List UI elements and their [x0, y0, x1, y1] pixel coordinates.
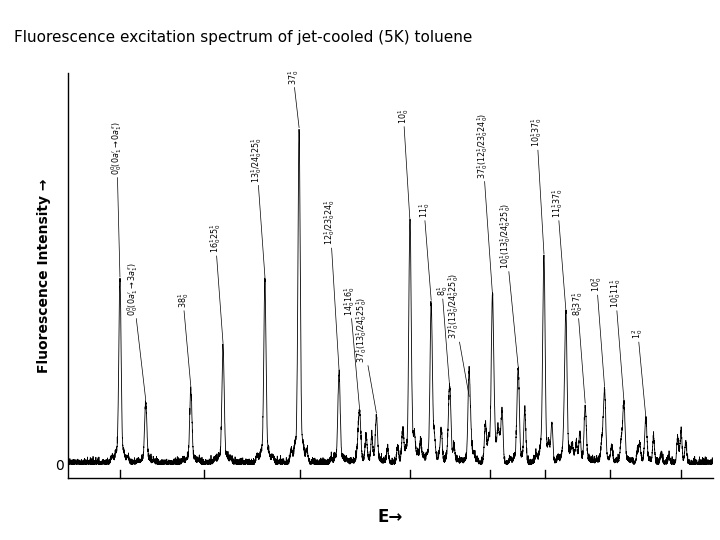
Text: $11_0^1$: $11_0^1$	[417, 202, 431, 300]
Text: $8_0^137_0^1$: $8_0^137_0^1$	[570, 292, 585, 403]
Text: $0_0^0(0a_1'\rightarrow 0a_1'')$: $0_0^0(0a_1'\rightarrow 0a_1'')$	[109, 121, 124, 277]
Text: $0_0^0(0a_1'\rightarrow 3a_1'')$: $0_0^0(0a_1'\rightarrow 3a_1'')$	[125, 262, 145, 400]
Text: $1_0^2$: $1_0^2$	[631, 329, 646, 416]
Text: $10_0^111_0^1$: $10_0^111_0^1$	[608, 279, 624, 400]
Text: $16_0^125_0^1$: $16_0^125_0^1$	[208, 224, 223, 343]
Text: E→: E→	[378, 508, 403, 526]
Text: $13_0^1/24_0^125_0^1$: $13_0^1/24_0^125_0^1$	[249, 137, 265, 277]
Text: $37_0^1(13_0^1/24_0^125_0^1)$: $37_0^1(13_0^1/24_0^125_0^1)$	[446, 273, 469, 396]
Text: $10_0^2$: $10_0^2$	[590, 277, 605, 387]
Text: $10_0^137_0^1$: $10_0^137_0^1$	[529, 118, 544, 254]
Text: $37_0^1$: $37_0^1$	[286, 69, 301, 127]
Text: $10_0^1$: $10_0^1$	[396, 109, 411, 221]
Text: $11_0^137_0^1$: $11_0^137_0^1$	[550, 188, 566, 310]
Text: WARWICK: WARWICK	[23, 498, 139, 518]
Text: $37_0^1(13_0^1/24_0^125_0^1)$: $37_0^1(13_0^1/24_0^125_0^1)$	[354, 296, 377, 413]
Y-axis label: Fluorescence Intensity →: Fluorescence Intensity →	[37, 178, 51, 373]
Text: $8_0^1$: $8_0^1$	[435, 286, 450, 390]
Text: $14_0^116_0^1$: $14_0^116_0^1$	[343, 286, 360, 410]
Text: $12_0^1/23_0^124_0^1$: $12_0^1/23_0^124_0^1$	[323, 199, 339, 370]
Text: $10_0^1(13_0^1/24_0^125_0^1)$: $10_0^1(13_0^1/24_0^125_0^1)$	[498, 202, 518, 367]
Text: $38_0^1$: $38_0^1$	[176, 293, 191, 387]
Text: $37_0^1(12_0^1/23_0^124_0^1)$: $37_0^1(12_0^1/23_0^124_0^1)$	[474, 112, 492, 294]
Text: Fluorescence excitation spectrum of jet-cooled (5K) toluene: Fluorescence excitation spectrum of jet-…	[14, 30, 473, 45]
